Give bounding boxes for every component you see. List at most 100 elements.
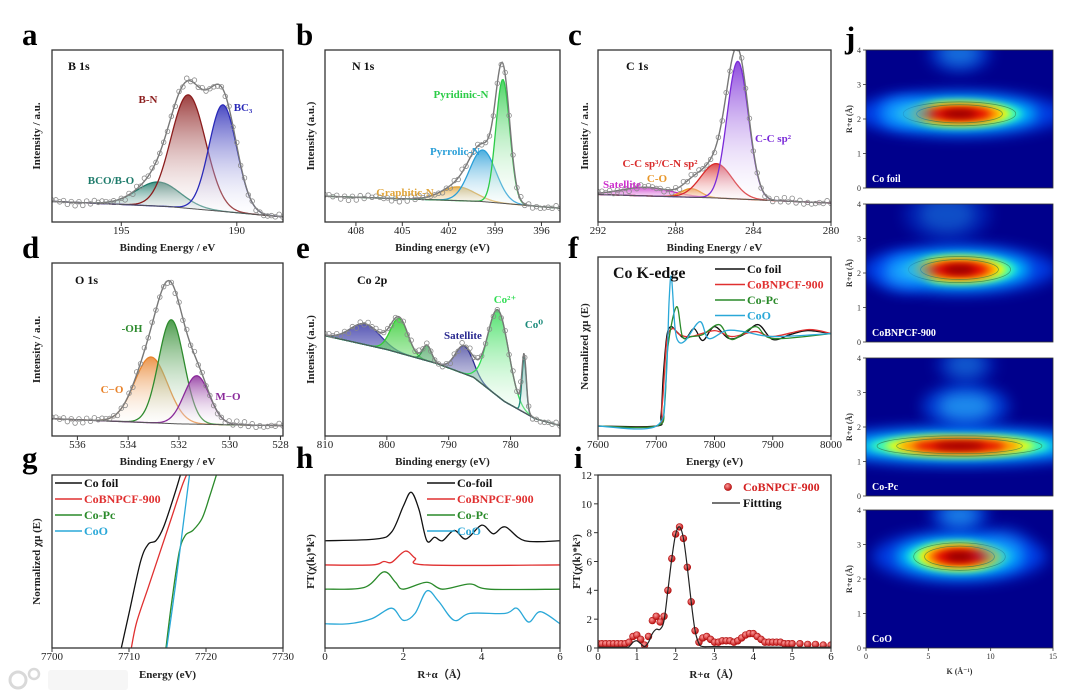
raw-data-point: [80, 420, 86, 426]
intensity-blob: [943, 265, 976, 274]
raw-data-point: [241, 419, 248, 425]
x-axis-title: Energy (eV): [686, 456, 743, 468]
raw-data-point: [222, 93, 228, 100]
raw-data-point: [439, 190, 446, 196]
raw-data-point: [126, 390, 132, 396]
raw-data-point: [72, 420, 78, 426]
raw-data-point: [498, 315, 504, 321]
raw-data-point: [72, 203, 78, 209]
raw-data-point: [226, 103, 232, 109]
raw-data-point: [230, 422, 236, 428]
plot-frame: [597, 256, 832, 437]
peak-label: C-C sp³/C-N sp²: [622, 158, 698, 170]
peak-label: Pyridinic-N: [434, 89, 489, 101]
raw-data-point: [126, 190, 132, 197]
raw-data-point: [715, 134, 722, 140]
y-tick-label: 1: [857, 610, 861, 619]
x-tick-label: 399: [487, 225, 504, 237]
x-tick-label: 7700: [41, 651, 64, 663]
sample-label: Co foil: [872, 174, 901, 185]
intensity-blob: [940, 510, 979, 526]
y-axis-title: Normalized χμ (E): [31, 518, 43, 605]
raw-data-point: [622, 185, 628, 192]
x-tick-label: 780: [502, 439, 519, 451]
x-axis-title: Binding Energy / eV: [120, 242, 216, 254]
x-tick-label: 0: [595, 651, 601, 663]
y-tick-label: 3: [857, 81, 861, 90]
raw-data-point: [203, 88, 209, 94]
raw-data-point: [234, 418, 240, 424]
panel-e: e 810 800 790 780 Binding energy (eV) Intensit…: [296, 230, 561, 468]
raw-data-point: [157, 294, 163, 300]
x-tick-label: 532: [171, 439, 188, 451]
x-tick-label: 528: [272, 439, 289, 451]
wavelet-panel: CoO 0 1 2 3 4 R+α (Å) 0 5 10 15 K (Å⁻¹): [845, 506, 1057, 676]
raw-data-point: [723, 89, 729, 96]
sample-label: CoBNPCF-900: [872, 328, 936, 339]
raw-data-point: [498, 61, 504, 68]
raw-data-point: [133, 183, 140, 190]
raw-data-point: [404, 198, 410, 204]
y-tick-label: 8: [587, 528, 593, 540]
y-axis-title: FT(χ(k)*k³): [305, 534, 317, 589]
series-line: [166, 475, 191, 648]
x-tick-label: 5: [926, 652, 930, 661]
raw-data-point: [280, 214, 283, 220]
peak-fill: [598, 187, 831, 204]
raw-data-point: [87, 418, 94, 424]
x-tick-label: 5: [789, 651, 795, 663]
raw-data-point: [130, 384, 136, 391]
legend-label: CoO: [457, 524, 481, 538]
raw-data-point: [268, 422, 275, 429]
raw-data-point: [137, 183, 144, 189]
raw-data-point: [122, 197, 128, 203]
raw-data-point: [641, 184, 648, 190]
y-axis-title: Intensity / a.u.: [579, 102, 591, 169]
raw-data-point: [118, 405, 124, 411]
raw-data-point: [210, 402, 217, 409]
raw-data-point: [388, 322, 395, 329]
raw-data-point: [451, 177, 457, 184]
y-axis-title: Normalized χμ (E): [579, 303, 591, 390]
raw-data-point: [482, 139, 489, 146]
raw-data-point: [537, 205, 544, 212]
peak-label: Graphitic-N: [376, 187, 433, 199]
y-tick-label: 10: [581, 499, 593, 511]
x-tick-label: 7700: [645, 439, 668, 451]
raw-data-point: [537, 419, 544, 425]
raw-data-point: [463, 163, 469, 169]
raw-data-point: [680, 178, 687, 185]
raw-data-point: [478, 353, 485, 359]
y-tick-label: 4: [587, 585, 593, 597]
raw-data-point: [153, 307, 159, 313]
raw-data-point: [676, 186, 683, 192]
raw-data-point: [87, 201, 94, 207]
raw-data-point: [195, 362, 201, 368]
wavelet-panel: Co-Pc 0 1 2 3 4 R+α (Å): [845, 354, 1054, 501]
raw-data-point: [76, 198, 82, 205]
spectrum-title: N 1s: [352, 59, 375, 73]
raw-data-point: [241, 175, 248, 181]
y-axis-title: R+α (Å): [845, 413, 854, 441]
raw-data-point: [471, 354, 477, 361]
raw-data-point: [630, 183, 636, 189]
raw-data-point: [478, 142, 485, 148]
raw-data-point: [533, 416, 540, 423]
y-axis-title: Intensity / a.u.: [31, 316, 43, 383]
raw-data-point: [455, 348, 461, 354]
y-axis-title: R+α (Å): [845, 105, 854, 133]
raw-data-point: [276, 211, 282, 218]
raw-data-point: [553, 419, 559, 426]
raw-data-point: [76, 416, 82, 422]
series-line: [325, 571, 560, 591]
x-tick-label: 2: [401, 651, 407, 663]
y-tick-label: 1: [857, 150, 861, 159]
y-axis-title: Intensity / a.u.: [31, 102, 43, 169]
peak-label: Co⁰: [525, 319, 543, 331]
x-tick-label: 284: [745, 225, 762, 237]
raw-data-point: [424, 192, 430, 198]
raw-data-point: [345, 197, 352, 204]
raw-data-point: [408, 337, 414, 343]
raw-data-point: [268, 212, 275, 219]
